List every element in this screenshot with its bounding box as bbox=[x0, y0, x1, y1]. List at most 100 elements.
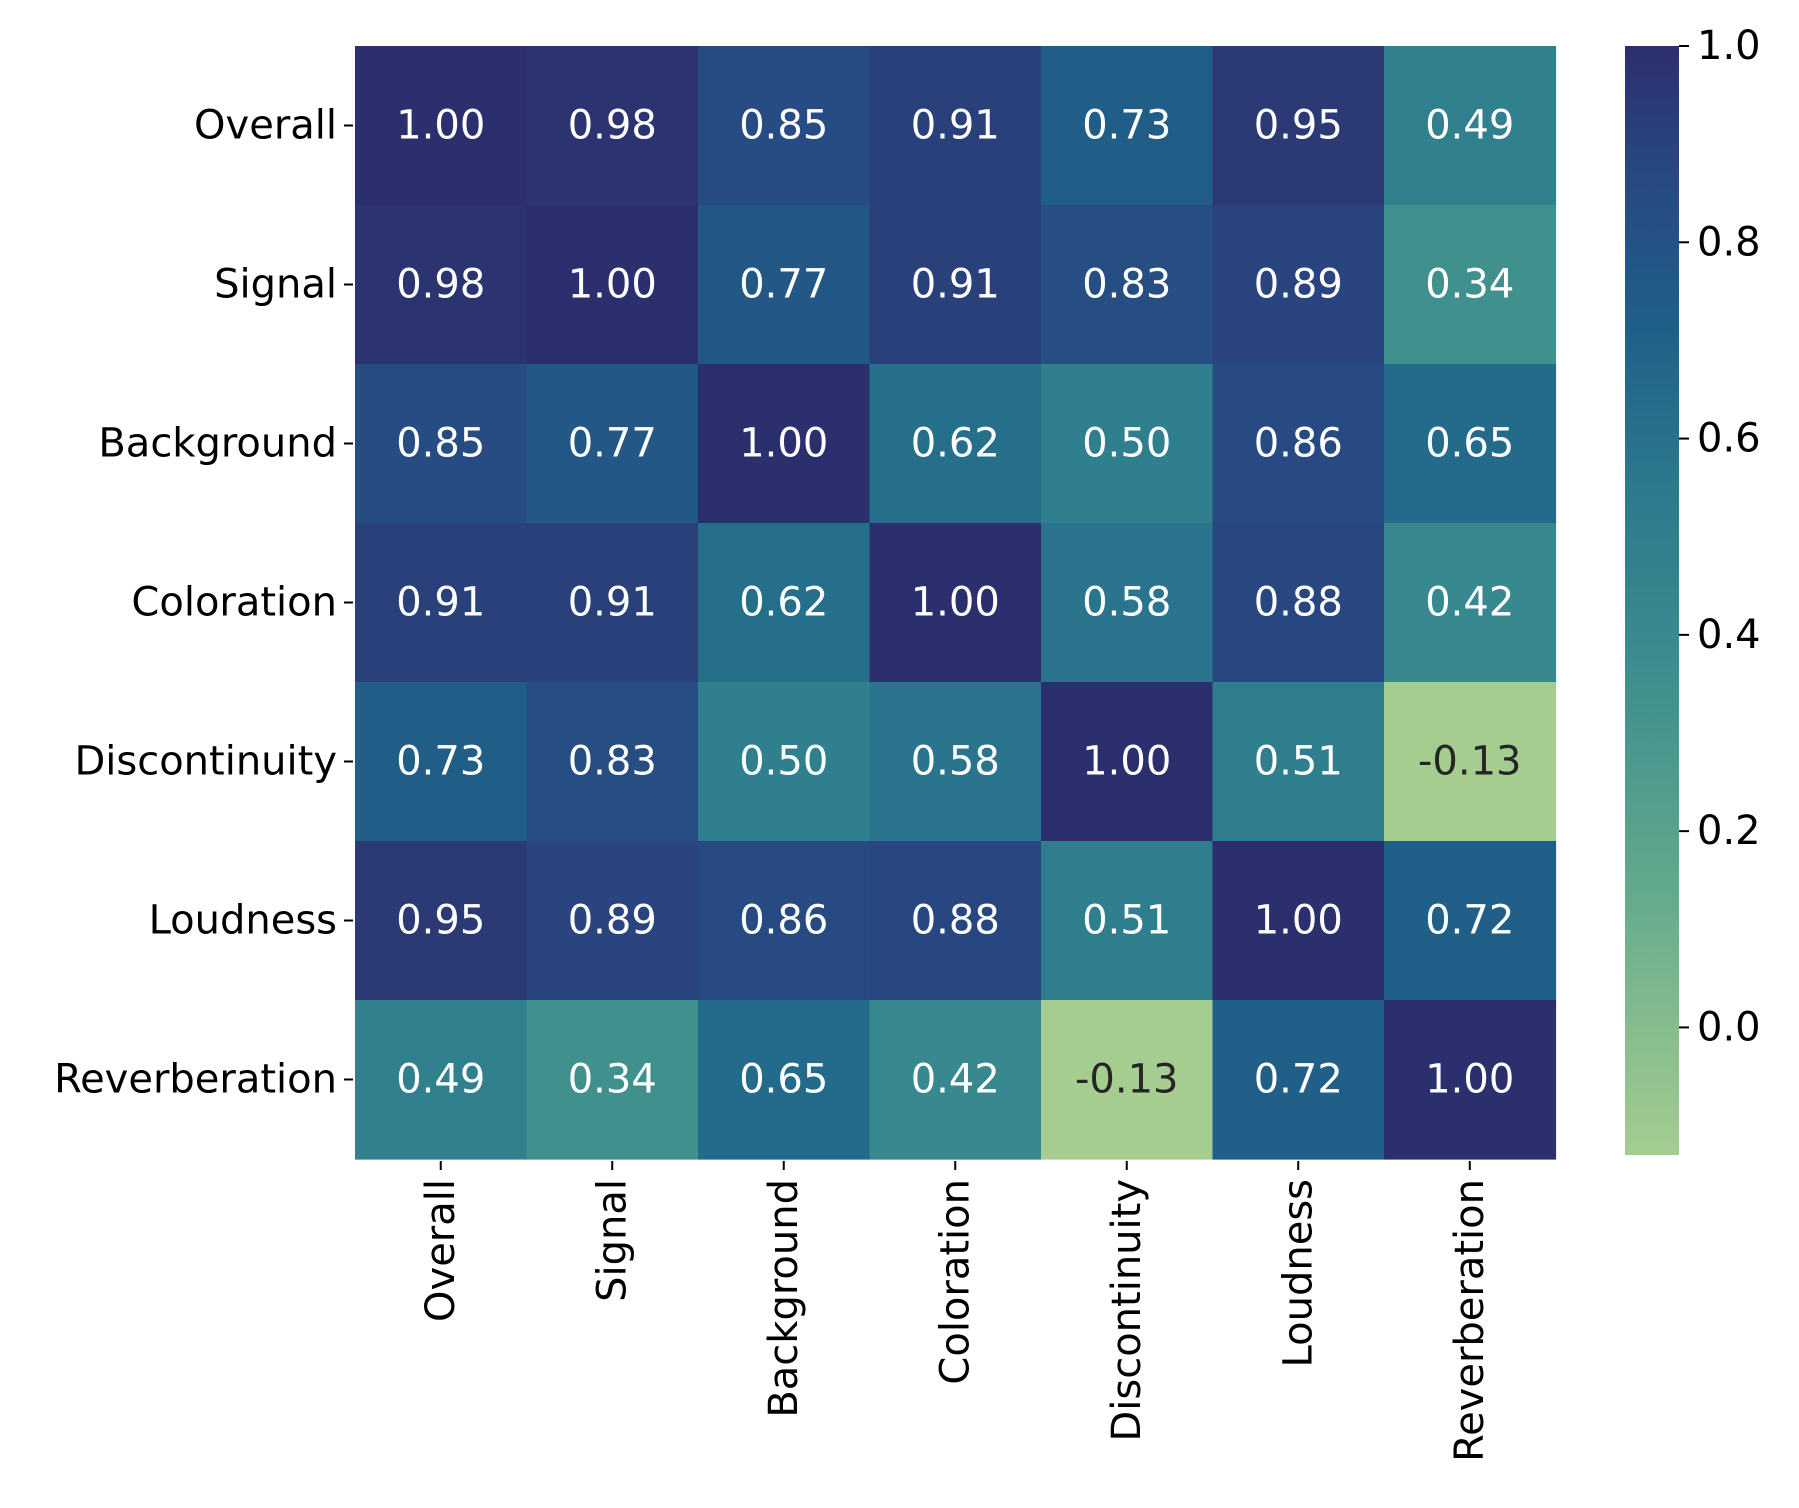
heatmap-cell-4-3 bbox=[869, 682, 1042, 842]
heatmap-cell-6-4 bbox=[1041, 1000, 1214, 1160]
cell-annotation-4-0: 0.73 bbox=[396, 739, 485, 785]
heatmap-cell-6-1 bbox=[526, 1000, 699, 1160]
cell-annotation-6-1: 0.34 bbox=[568, 1057, 657, 1103]
heatmap-cell-0-6 bbox=[1384, 46, 1557, 206]
heatmap-cell-3-0 bbox=[355, 523, 528, 683]
colorbar-tick-label-0: 0.0 bbox=[1697, 1004, 1761, 1050]
heatmap-cell-5-6 bbox=[1384, 841, 1557, 1001]
cell-annotation-6-3: 0.42 bbox=[911, 1057, 1000, 1103]
cell-annotation-2-6: 0.65 bbox=[1425, 421, 1514, 467]
heatmap-cell-6-3 bbox=[869, 1000, 1042, 1160]
cell-annotation-2-5: 0.86 bbox=[1254, 421, 1343, 467]
heatmap-cell-4-5 bbox=[1212, 682, 1385, 842]
cell-annotation-5-6: 0.72 bbox=[1425, 898, 1514, 944]
heatmap-cell-1-0 bbox=[355, 205, 528, 365]
heatmap-cell-2-4 bbox=[1041, 364, 1214, 524]
cell-annotation-1-6: 0.34 bbox=[1425, 262, 1514, 308]
heatmap-cell-1-5 bbox=[1212, 205, 1385, 365]
y-tick-label-2: Background bbox=[98, 421, 337, 467]
colorbar-ticks: 0.0 0.2 0.4 0.6 0.8 1.0 bbox=[1679, 23, 1761, 1050]
heatmap-cell-5-3 bbox=[869, 841, 1042, 1001]
x-tick-label-3: Coloration bbox=[932, 1179, 978, 1385]
cell-annotation-5-2: 0.86 bbox=[739, 898, 828, 944]
heatmap-cell-5-5 bbox=[1212, 841, 1385, 1001]
y-tick-label-5: Loudness bbox=[149, 898, 337, 944]
heatmap-cell-0-3 bbox=[869, 46, 1042, 206]
heatmap-cell-2-3 bbox=[869, 364, 1042, 524]
heatmap-cell-0-1 bbox=[526, 46, 699, 206]
heatmap-cell-0-4 bbox=[1041, 46, 1214, 206]
colorbar-tick-label-1: 0.2 bbox=[1697, 808, 1761, 854]
cell-annotation-6-2: 0.65 bbox=[739, 1057, 828, 1103]
heatmap-cell-3-6 bbox=[1384, 523, 1557, 683]
cell-annotation-3-3: 1.00 bbox=[911, 580, 1000, 626]
cell-annotation-4-1: 0.83 bbox=[568, 739, 657, 785]
colorbar-tick-label-3: 0.6 bbox=[1697, 416, 1761, 462]
cell-annotation-2-0: 0.85 bbox=[396, 421, 485, 467]
x-tick-label-1: Signal bbox=[589, 1179, 635, 1302]
cell-annotation-3-2: 0.62 bbox=[739, 580, 828, 626]
heatmap-cell-5-2 bbox=[698, 841, 871, 1001]
cell-annotation-2-1: 0.77 bbox=[568, 421, 657, 467]
heatmap-cell-2-6 bbox=[1384, 364, 1557, 524]
heatmap-cell-6-6 bbox=[1384, 1000, 1557, 1160]
heatmap-cell-0-2 bbox=[698, 46, 871, 206]
cell-annotation-5-3: 0.88 bbox=[911, 898, 1000, 944]
heatmap-annotations: 1.00 0.98 0.85 0.91 0.73 0.95 0.49 0.98 1.00 0.77… bbox=[396, 103, 1521, 1103]
cell-annotation-3-1: 0.91 bbox=[568, 580, 657, 626]
cell-annotation-1-1: 1.00 bbox=[568, 262, 657, 308]
cell-annotation-3-5: 0.88 bbox=[1254, 580, 1343, 626]
heatmap-cell-0-5 bbox=[1212, 46, 1385, 206]
colorbar-gradient bbox=[1625, 46, 1679, 1155]
heatmap-cell-4-0 bbox=[355, 682, 528, 842]
heatmap-cells bbox=[355, 46, 1557, 1160]
heatmap-cell-1-6 bbox=[1384, 205, 1557, 365]
y-tick-label-4: Discontinuity bbox=[74, 739, 337, 785]
heatmap-cell-2-5 bbox=[1212, 364, 1385, 524]
cell-annotation-1-4: 0.83 bbox=[1082, 262, 1171, 308]
cell-annotation-4-3: 0.58 bbox=[911, 739, 1000, 785]
cell-annotation-5-1: 0.89 bbox=[568, 898, 657, 944]
cell-annotation-0-4: 0.73 bbox=[1082, 103, 1171, 149]
heatmap-cell-2-0 bbox=[355, 364, 528, 524]
heatmap-cell-3-5 bbox=[1212, 523, 1385, 683]
heatmap-cell-0-0 bbox=[355, 46, 528, 206]
cell-annotation-0-3: 0.91 bbox=[911, 103, 1000, 149]
cell-annotation-3-0: 0.91 bbox=[396, 580, 485, 626]
cell-annotation-1-0: 0.98 bbox=[396, 262, 485, 308]
cell-annotation-4-4: 1.00 bbox=[1082, 739, 1171, 785]
cell-annotation-5-5: 1.00 bbox=[1254, 898, 1343, 944]
heatmap-cell-6-5 bbox=[1212, 1000, 1385, 1160]
cell-annotation-0-2: 0.85 bbox=[739, 103, 828, 149]
heatmap-cell-5-4 bbox=[1041, 841, 1214, 1001]
x-tick-label-5: Loudness bbox=[1275, 1179, 1321, 1367]
cell-annotation-1-2: 0.77 bbox=[739, 262, 828, 308]
cell-annotation-3-6: 0.42 bbox=[1425, 580, 1514, 626]
heatmap-cell-2-1 bbox=[526, 364, 699, 524]
x-tick-label-6: Reverberation bbox=[1447, 1179, 1493, 1462]
cell-annotation-2-2: 1.00 bbox=[739, 421, 828, 467]
cell-annotation-2-4: 0.50 bbox=[1082, 421, 1171, 467]
cell-annotation-1-3: 0.91 bbox=[911, 262, 1000, 308]
heatmap-cell-4-2 bbox=[698, 682, 871, 842]
cell-annotation-0-0: 1.00 bbox=[396, 103, 485, 149]
cell-annotation-5-0: 0.95 bbox=[396, 898, 485, 944]
colorbar-tick-label-2: 0.4 bbox=[1697, 612, 1761, 658]
heatmap-cell-4-6 bbox=[1384, 682, 1557, 842]
heatmap-cell-3-4 bbox=[1041, 523, 1214, 683]
heatmap-cell-4-4 bbox=[1041, 682, 1214, 842]
colorbar: 0.0 0.2 0.4 0.6 0.8 1.0 bbox=[1625, 23, 1761, 1155]
heatmap-cell-5-1 bbox=[526, 841, 699, 1001]
cell-annotation-1-5: 0.89 bbox=[1254, 262, 1343, 308]
colorbar-tick-label-4: 0.8 bbox=[1697, 219, 1761, 265]
x-tick-label-4: Discontinuity bbox=[1104, 1179, 1150, 1442]
heatmap-cell-2-2 bbox=[698, 364, 871, 524]
cell-annotation-4-6: -0.13 bbox=[1418, 739, 1522, 785]
x-axis: Overall Signal Background Coloration Discont… bbox=[418, 1161, 1493, 1462]
heatmap-cell-1-3 bbox=[869, 205, 1042, 365]
cell-annotation-6-4: -0.13 bbox=[1075, 1057, 1179, 1103]
x-tick-label-2: Background bbox=[761, 1179, 807, 1418]
y-tick-label-6: Reverberation bbox=[54, 1057, 337, 1103]
heatmap-cell-3-2 bbox=[698, 523, 871, 683]
